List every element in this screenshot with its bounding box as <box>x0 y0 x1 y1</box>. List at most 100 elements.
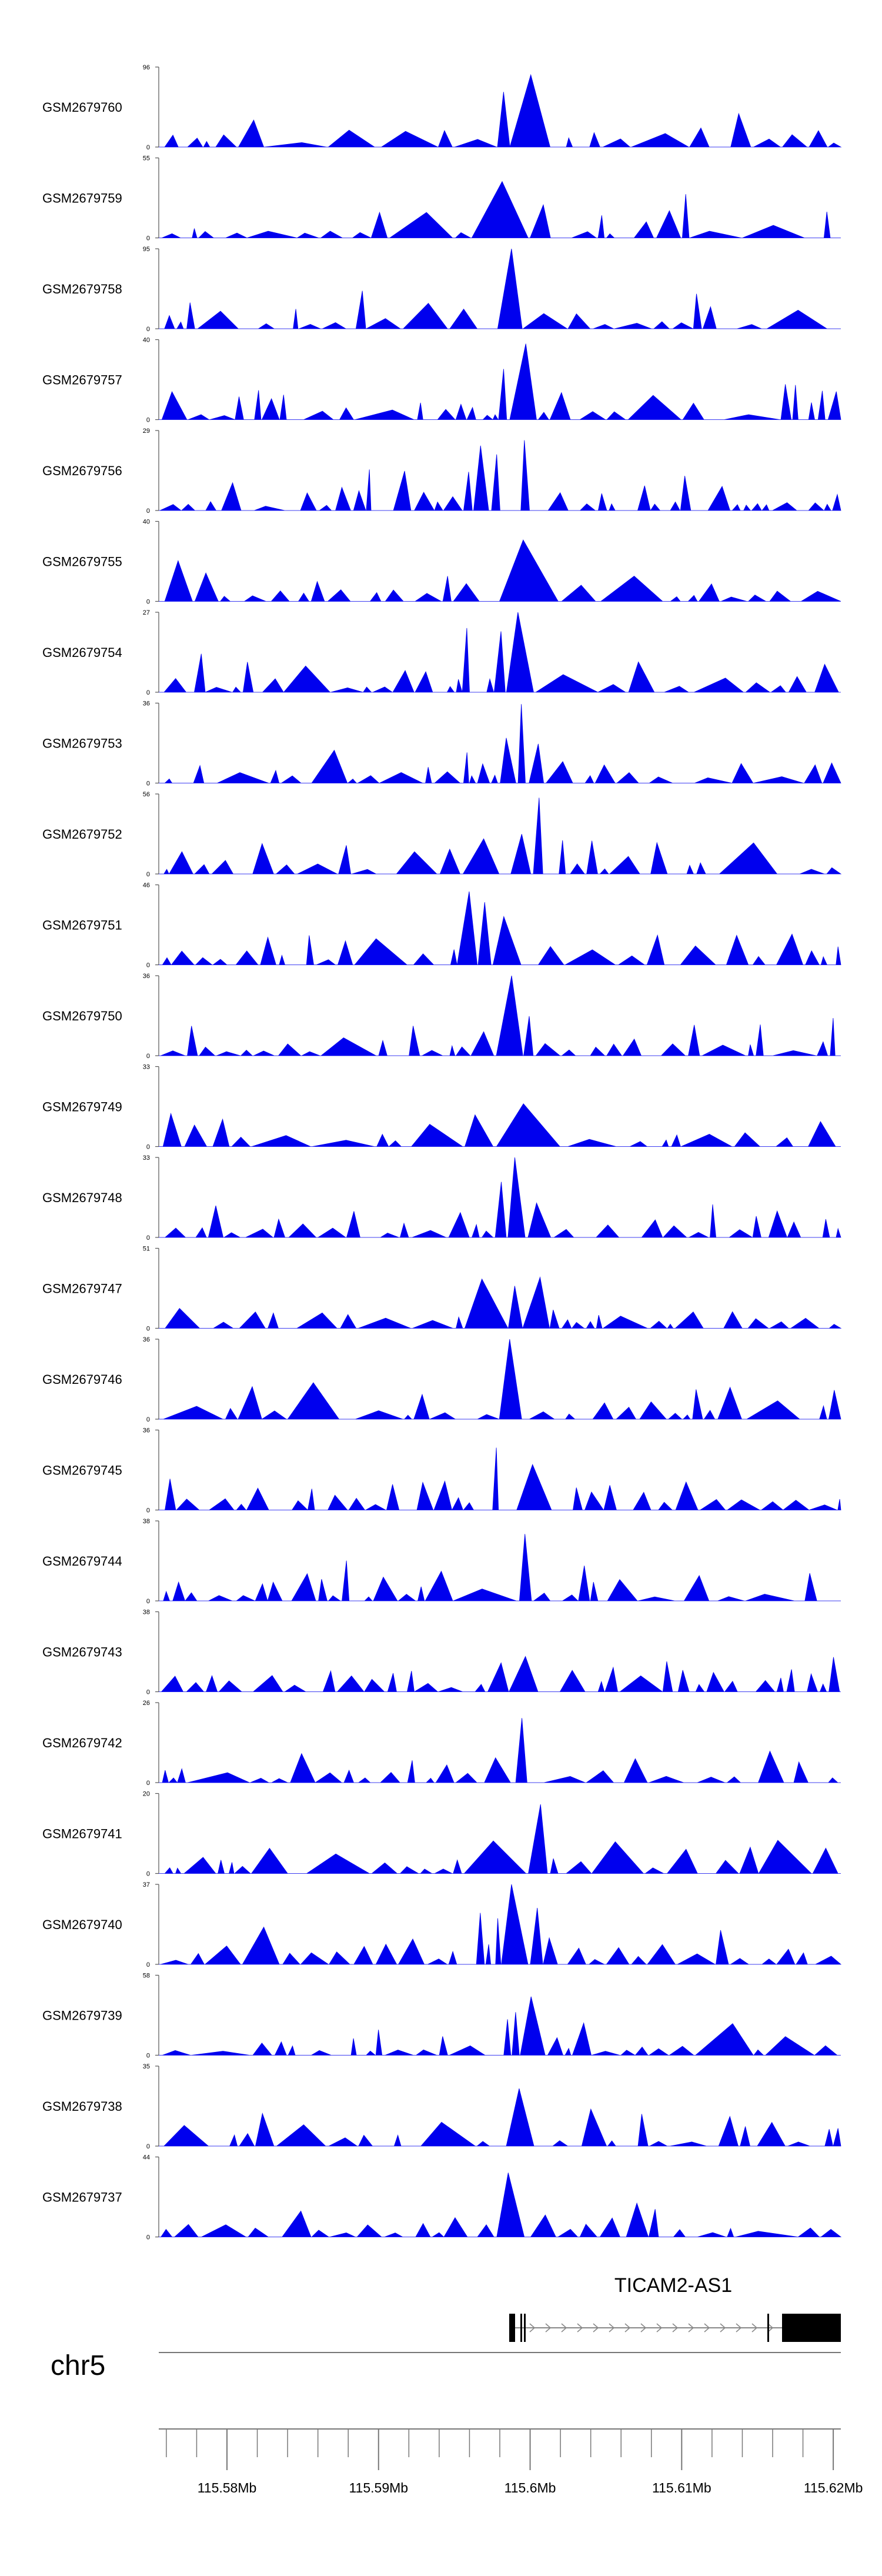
track-label: GSM2679743 <box>42 1645 122 1660</box>
coverage-area <box>159 798 842 875</box>
track-label: GSM2679752 <box>42 827 122 842</box>
track-label: GSM2679759 <box>42 191 122 206</box>
track-ymin-label: 0 <box>146 417 150 424</box>
track-ymin-label: 0 <box>146 599 150 606</box>
track-ymin-label: 0 <box>146 689 150 696</box>
strand-chevron <box>561 2323 567 2333</box>
track-label: GSM2679747 <box>42 1282 122 1296</box>
track-label: GSM2679755 <box>42 555 122 569</box>
strand-chevron <box>688 2323 694 2333</box>
strand-chevron <box>529 2323 536 2333</box>
track-ymax-label: 20 <box>143 1791 150 1798</box>
track-ymax-label: 51 <box>143 1246 150 1253</box>
coverage-area <box>159 975 841 1056</box>
track-GSM2679737: GSM2679737 44 0 <box>42 2154 842 2241</box>
track-ymin-label: 0 <box>146 962 150 969</box>
track-GSM2679756: GSM2679756 29 0 <box>42 428 841 515</box>
track-label: GSM2679757 <box>42 373 122 388</box>
track-GSM2679749: GSM2679749 33 0 <box>42 1064 841 1151</box>
track-ymin-label: 0 <box>146 1507 150 1514</box>
coverage-area <box>159 539 841 602</box>
track-ymin-label: 0 <box>146 1598 150 1605</box>
strand-chevron <box>656 2323 663 2333</box>
track-GSM2679758: GSM2679758 95 0 <box>42 246 841 333</box>
strand-chevron <box>751 2323 758 2333</box>
track-label: GSM2679758 <box>42 282 122 296</box>
gene-exon <box>509 2314 515 2342</box>
strand-chevron <box>609 2323 615 2333</box>
track-ymin-label: 0 <box>146 2053 150 2060</box>
coverage-area <box>159 891 841 965</box>
track-ymin-label: 0 <box>146 1689 150 1696</box>
coverage-area <box>159 1718 841 1783</box>
track-ymax-label: 38 <box>143 1609 150 1616</box>
track-label: GSM2679737 <box>42 2190 122 2205</box>
coverage-area <box>159 74 842 148</box>
strand-chevron <box>736 2323 742 2333</box>
coverage-tracks: GSM2679760960GSM2679759550GSM2679758950G… <box>42 64 842 2241</box>
track-ymin-label: 0 <box>146 1871 150 1878</box>
chromosome-label: chr5 <box>51 2350 105 2381</box>
gene-exon <box>524 2314 526 2342</box>
strand-chevron <box>545 2323 552 2333</box>
coverage-area <box>159 1339 841 1420</box>
coverage-area <box>159 1157 841 1238</box>
strand-chevron <box>624 2323 631 2333</box>
coverage-area <box>159 612 841 693</box>
coverage-area <box>159 1804 841 1874</box>
track-GSM2679751: GSM2679751 46 0 <box>42 882 841 969</box>
track-label: GSM2679739 <box>42 2008 122 2023</box>
track-GSM2679741: GSM2679741 20 0 <box>42 1791 841 1878</box>
track-ymax-label: 29 <box>143 428 150 435</box>
track-label: GSM2679745 <box>42 1463 122 1478</box>
track-ymax-label: 44 <box>143 2154 150 2161</box>
coverage-area <box>159 1103 841 1147</box>
strand-chevron <box>767 2323 774 2333</box>
strand-chevron <box>577 2323 583 2333</box>
coverage-area <box>159 181 841 238</box>
coverage-area <box>159 1884 842 1965</box>
track-label: GSM2679744 <box>42 1554 122 1569</box>
track-ymax-label: 38 <box>143 1518 150 1525</box>
strand-chevron <box>672 2323 679 2333</box>
track-ymax-label: 36 <box>143 1427 150 1434</box>
track-ymax-label: 40 <box>143 519 150 526</box>
track-ymin-label: 0 <box>146 780 150 788</box>
track-GSM2679738: GSM2679738 35 0 <box>42 2063 841 2150</box>
track-label: GSM2679753 <box>42 736 122 751</box>
track-label: GSM2679741 <box>42 1827 122 1841</box>
track-GSM2679742: GSM2679742 26 0 <box>42 1700 841 1787</box>
x-tick-label: 115.58Mb <box>198 2480 257 2495</box>
track-label: GSM2679749 <box>42 1100 122 1115</box>
coverage-area <box>159 1534 841 1601</box>
track-GSM2679748: GSM2679748 33 0 <box>42 1154 841 1242</box>
track-label: GSM2679760 <box>42 100 122 115</box>
track-GSM2679747: GSM2679747 51 0 <box>42 1246 842 1333</box>
strand-chevron <box>640 2323 647 2333</box>
coverage-area <box>159 2088 841 2147</box>
track-ymax-label: 35 <box>143 2063 150 2070</box>
track-ymax-label: 33 <box>143 1154 150 1162</box>
track-ymin-label: 0 <box>146 2143 150 2150</box>
track-GSM2679746: GSM2679746 36 0 <box>42 1336 841 1423</box>
track-ymax-label: 40 <box>143 337 150 344</box>
track-GSM2679755: GSM2679755 40 0 <box>42 519 841 606</box>
track-GSM2679745: GSM2679745 36 0 <box>42 1427 841 1514</box>
coverage-area <box>159 343 841 420</box>
track-ymax-label: 37 <box>143 1881 150 1888</box>
track-ymin-label: 0 <box>146 1780 150 1787</box>
coverage-area <box>159 1996 841 2056</box>
track-ymin-label: 0 <box>146 144 150 151</box>
track-ymax-label: 36 <box>143 973 150 980</box>
track-GSM2679753: GSM2679753 36 0 <box>42 700 841 788</box>
track-GSM2679752: GSM2679752 56 0 <box>42 791 842 878</box>
gene-model <box>509 2314 841 2342</box>
coverage-area <box>159 440 841 511</box>
track-ymin-label: 0 <box>146 1416 150 1423</box>
track-GSM2679757: GSM2679757 40 0 <box>42 337 841 424</box>
track-ymin-label: 0 <box>146 1144 150 1151</box>
track-GSM2679750: GSM2679750 36 0 <box>42 973 841 1060</box>
track-ymax-label: 36 <box>143 700 150 708</box>
coverage-area <box>159 2173 842 2237</box>
track-label: GSM2679750 <box>42 1009 122 1023</box>
